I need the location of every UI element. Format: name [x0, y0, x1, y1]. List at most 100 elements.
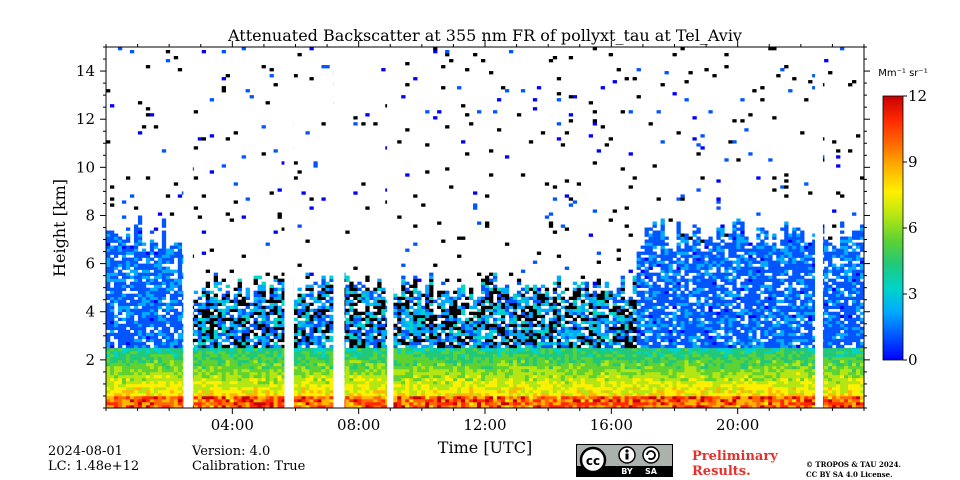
heatmap-cell	[437, 332, 442, 337]
heatmap-cell	[401, 95, 406, 99]
heatmap-cell	[516, 329, 522, 334]
heatmap-cell	[461, 404, 466, 409]
heatmap-cell	[313, 359, 318, 364]
heatmap-cell	[381, 332, 386, 337]
heatmap-cell	[500, 329, 506, 334]
heatmap-cell	[233, 323, 238, 328]
heatmap-cell	[425, 326, 430, 331]
heatmap-cell	[477, 377, 482, 382]
heatmap-cell	[556, 362, 562, 367]
heatmap-cell	[345, 353, 350, 358]
heatmap-cell	[453, 317, 458, 322]
heatmap-cell	[153, 392, 159, 397]
heatmap-cell	[461, 401, 466, 406]
heatmap-cell	[397, 374, 402, 379]
heatmap-cell	[548, 224, 554, 228]
heatmap-cell	[209, 380, 215, 385]
heatmap-cell	[413, 356, 418, 361]
heatmap-cell	[381, 401, 386, 406]
heatmap-cell	[457, 386, 462, 391]
heatmap-cell	[425, 311, 430, 316]
heatmap-cell	[437, 323, 442, 328]
heatmap-cell	[369, 335, 374, 340]
heatmap-cell	[568, 113, 574, 117]
heatmap-cell	[361, 338, 366, 343]
heatmap-cell	[496, 359, 502, 364]
heatmap-cell	[560, 329, 566, 334]
heatmap-cell	[201, 287, 207, 291]
heatmap-cell	[461, 389, 466, 394]
heatmap-cell	[149, 395, 155, 400]
heatmap-cell	[106, 332, 111, 337]
heatmap-cell	[153, 278, 159, 282]
heatmap-cell	[345, 311, 350, 316]
heatmap-cell	[117, 278, 123, 282]
heatmap-cell	[145, 266, 151, 270]
heatmap-cell	[421, 386, 426, 391]
heatmap-cell	[433, 389, 438, 394]
heatmap-cell	[177, 371, 183, 376]
heatmap-cell	[257, 293, 262, 297]
heatmap-cell	[117, 269, 123, 273]
heatmap-cell	[261, 311, 266, 316]
heatmap-cell	[217, 326, 222, 331]
heatmap-cell	[281, 371, 286, 376]
heatmap-cell	[213, 323, 219, 328]
heatmap-cell	[365, 317, 370, 322]
heatmap-cell	[437, 305, 442, 310]
heatmap-cell	[121, 284, 127, 288]
heatmap-cell	[405, 392, 410, 397]
heatmap-cell	[249, 323, 254, 328]
heatmap-cell	[109, 347, 115, 352]
heatmap-cell	[588, 293, 594, 297]
heatmap-cell	[481, 317, 486, 322]
heatmap-cell	[552, 56, 558, 60]
heatmap-cell	[449, 332, 454, 337]
heatmap-cell	[169, 245, 175, 249]
heatmap-cell	[401, 350, 406, 355]
heatmap-cell	[421, 377, 426, 382]
heatmap-cell	[453, 326, 458, 331]
heatmap-cell	[357, 311, 362, 316]
heatmap-cell	[117, 377, 123, 382]
heatmap-cell	[409, 320, 414, 325]
heatmap-cell	[588, 356, 594, 361]
heatmap-cell	[209, 314, 215, 319]
heatmap-cell	[496, 347, 502, 352]
heatmap-cell	[477, 311, 482, 316]
heatmap-cell	[520, 380, 526, 385]
heatmap-cell	[265, 395, 270, 400]
heatmap-cell	[229, 401, 234, 406]
heatmap-cell	[265, 380, 270, 385]
heatmap-cell	[149, 386, 155, 391]
heatmap-cell	[225, 362, 230, 367]
heatmap-cell	[121, 383, 127, 388]
heatmap-cell	[229, 350, 234, 355]
heatmap-cell	[125, 383, 131, 388]
heatmap-cell	[560, 305, 566, 310]
heatmap-cell	[528, 362, 534, 367]
heatmap-cell	[153, 305, 159, 310]
heatmap-cell	[409, 284, 414, 288]
heatmap-cell	[345, 335, 350, 340]
heatmap-cell	[161, 362, 167, 367]
heatmap-cell	[249, 401, 254, 406]
heatmap-cell	[532, 359, 538, 364]
heatmap-cell	[588, 401, 594, 406]
heatmap-cell	[556, 77, 562, 81]
heatmap-cell	[401, 404, 406, 409]
heatmap-cell	[261, 152, 266, 156]
heatmap-cell	[237, 398, 242, 403]
heatmap-cell	[401, 317, 406, 322]
heatmap-cell	[592, 395, 598, 400]
heatmap-cell	[520, 362, 526, 367]
heatmap-cell	[576, 386, 582, 391]
heatmap-cell	[357, 323, 362, 328]
heatmap-cell	[141, 395, 147, 400]
heatmap-cell	[524, 329, 530, 334]
heatmap-cell	[161, 233, 167, 237]
heatmap-cell	[205, 362, 211, 367]
heatmap-cell	[305, 356, 310, 361]
heatmap-cell	[405, 350, 410, 355]
heatmap-cell	[305, 401, 310, 406]
